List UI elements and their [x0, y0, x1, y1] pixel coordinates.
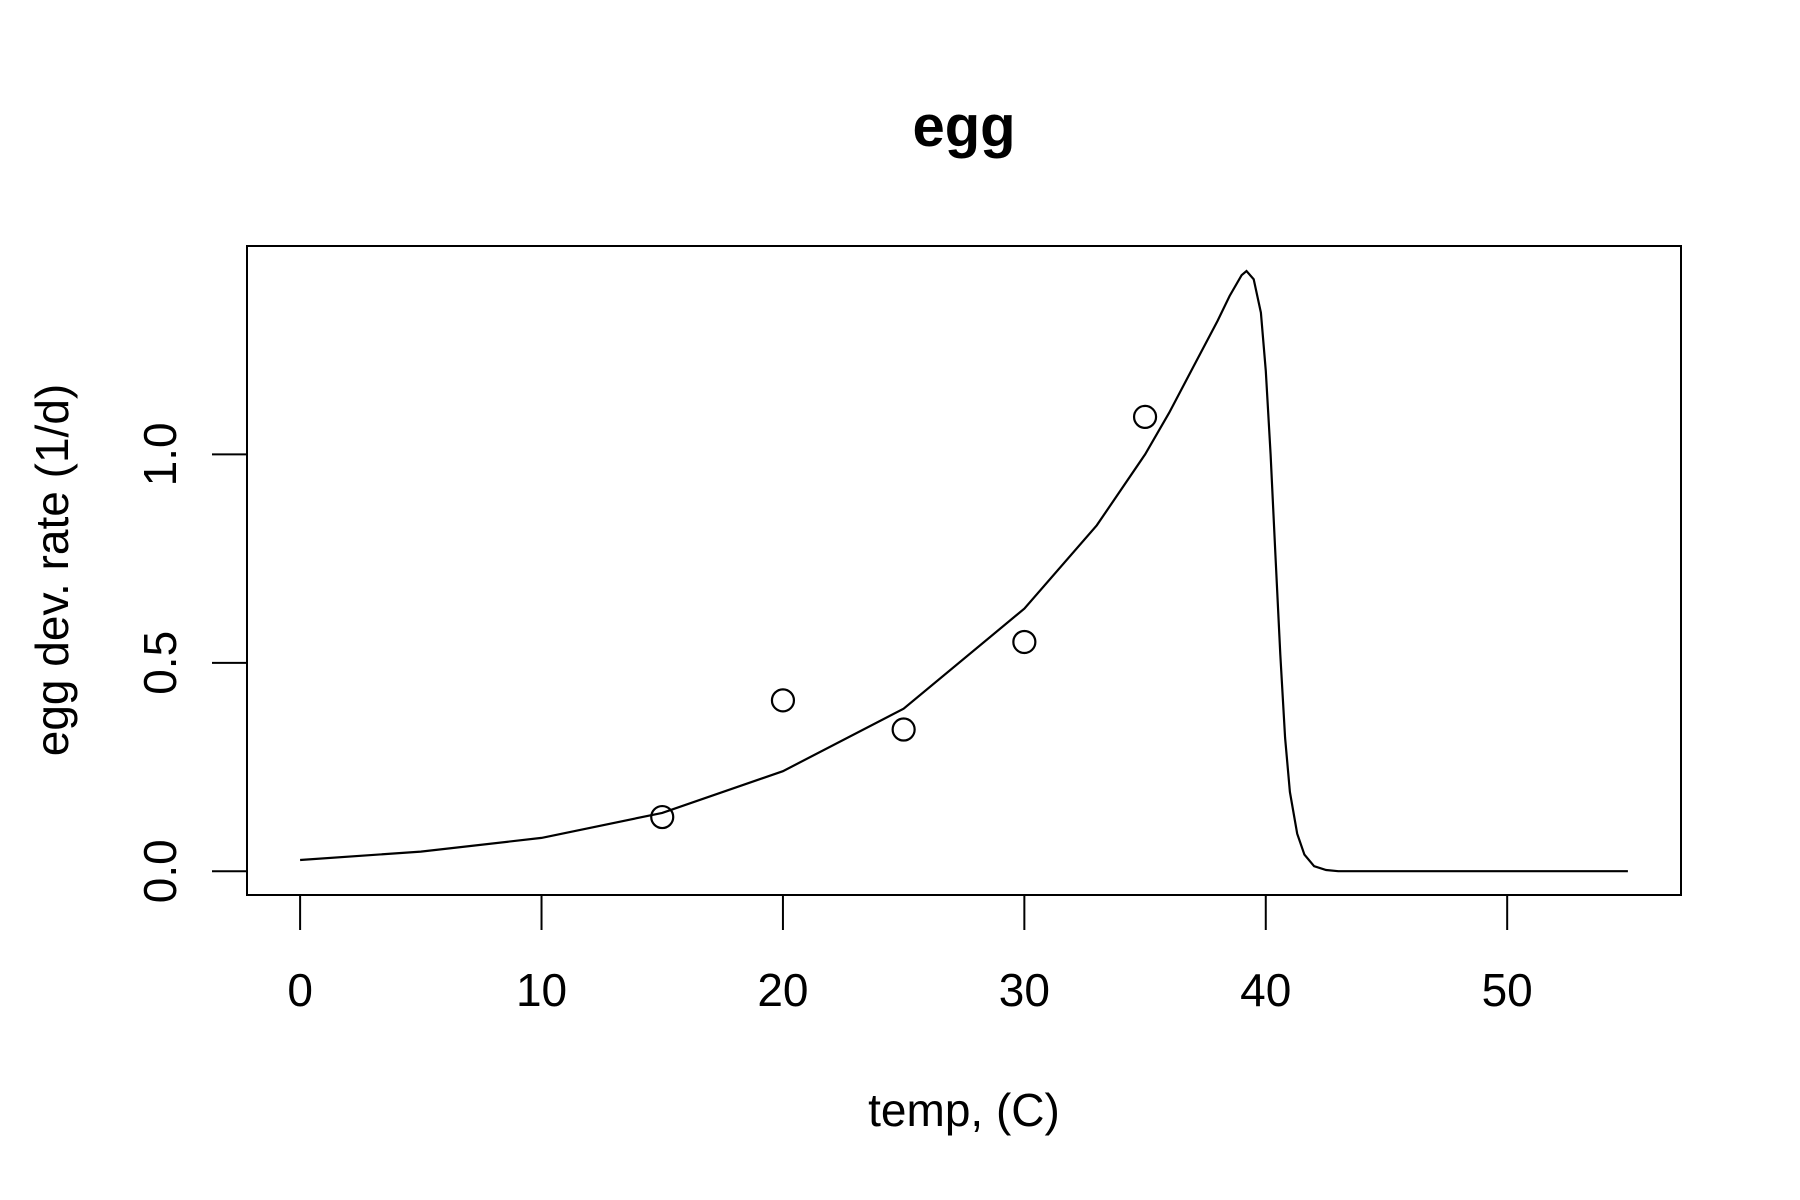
y-axis: 0.0 0.5 1.0: [134, 422, 248, 903]
x-axis: 0 10 20 30 40 50: [287, 894, 1533, 1016]
data-point: [770, 688, 796, 713]
x-tick-label: 30: [999, 964, 1050, 1016]
data-point: [891, 717, 916, 742]
y-axis-label: egg dev. rate (1/d): [26, 384, 78, 756]
x-axis-label: temp, (C): [868, 1084, 1060, 1136]
fitted-curve: [300, 269, 1628, 873]
x-tick-label: 50: [1482, 964, 1533, 1016]
x-tick-label: 10: [516, 964, 567, 1016]
y-tick-label: 0.5: [134, 631, 186, 695]
x-tick-label: 0: [287, 964, 313, 1016]
y-tick-label: 0.0: [134, 839, 186, 903]
x-tick-label: 20: [757, 964, 808, 1016]
plot-frame: [246, 245, 1682, 896]
x-tick-label: 40: [1240, 964, 1291, 1016]
y-tick-label: 1.0: [134, 422, 186, 486]
data-point: [1132, 404, 1158, 429]
chart-title: egg: [912, 94, 1015, 159]
data-point: [1012, 629, 1037, 655]
data-point: [650, 804, 675, 830]
data-points: [650, 404, 1158, 830]
